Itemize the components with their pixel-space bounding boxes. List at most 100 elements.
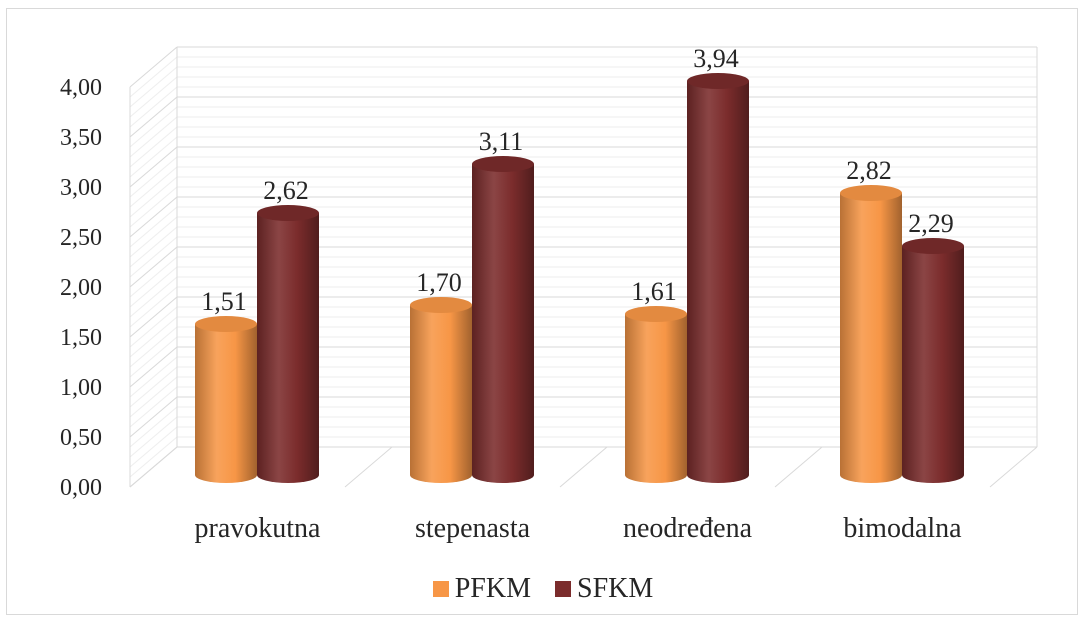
- gridline-minor-side: [129, 166, 178, 208]
- gridline-minor-side: [129, 156, 178, 198]
- gridline-minor-side: [129, 126, 178, 168]
- bar-top: [410, 297, 472, 313]
- bar-body: [902, 246, 964, 483]
- gridline-minor-side: [129, 116, 178, 158]
- legend: PFKM SFKM: [0, 573, 1086, 605]
- gridline-minor-side: [129, 316, 178, 358]
- gridline-minor-side: [129, 186, 178, 228]
- y-tick-label: 0,00: [60, 475, 102, 501]
- gridline-minor-side: [129, 76, 178, 118]
- bar-top: [257, 205, 319, 221]
- gridline-side: [129, 246, 178, 288]
- gridline-side: [129, 146, 178, 188]
- y-tick-label: 4,00: [60, 75, 102, 101]
- legend-label-sfkm: SFKM: [577, 573, 654, 604]
- y-tick-label: 2,50: [60, 225, 102, 251]
- gridline-minor-side: [129, 376, 178, 418]
- gridline-side: [129, 46, 178, 88]
- data-label: 2,82: [846, 156, 892, 185]
- data-label: 3,94: [693, 44, 739, 73]
- floor-separator: [989, 446, 1038, 488]
- bar-top: [472, 156, 534, 172]
- y-tick-label: 3,00: [60, 175, 102, 201]
- y-tick-label: 2,00: [60, 275, 102, 301]
- gridline-minor-side: [129, 66, 178, 108]
- gridline-side: [129, 396, 178, 438]
- gridline-minor-side: [129, 436, 178, 478]
- data-label: 1,61: [631, 277, 677, 306]
- y-tick-label: 3,50: [60, 125, 102, 151]
- x-axis: pravokutna stepenasta neodređena bimodalna: [195, 513, 963, 544]
- bar-body: [257, 213, 319, 483]
- bars-layer: [195, 73, 964, 483]
- gridline-minor-side: [129, 356, 178, 398]
- gridline-minor-side: [129, 286, 178, 328]
- gridline-side: [129, 96, 178, 138]
- gridline-minor-side: [129, 266, 178, 308]
- floor-separator: [129, 446, 178, 488]
- data-label: 2,29: [908, 209, 954, 238]
- x-tick-label: pravokutna: [195, 513, 322, 544]
- y-tick-label: 1,50: [60, 325, 102, 351]
- bar-pfkm-3: [840, 185, 902, 483]
- gridline-side: [129, 346, 178, 388]
- bar-top: [902, 238, 964, 254]
- gridline-minor-side: [129, 236, 178, 278]
- data-label: 3,11: [479, 127, 524, 156]
- gridline-minor-side: [129, 326, 178, 368]
- legend-item-sfkm: SFKM: [555, 573, 653, 605]
- gridline-minor-side: [129, 216, 178, 258]
- x-tick-label: neodređena: [623, 513, 753, 544]
- floor-separator: [774, 446, 823, 488]
- gridline-side: [129, 296, 178, 338]
- bar-sfkm-2: [687, 73, 749, 483]
- bar-top: [625, 306, 687, 322]
- legend-swatch-sfkm: [555, 581, 571, 597]
- gridline-minor-side: [129, 206, 178, 248]
- gridline-minor-side: [129, 176, 178, 218]
- bar-body: [625, 314, 687, 483]
- data-label: 1,51: [201, 287, 247, 316]
- gridline-minor-side: [129, 386, 178, 428]
- gridline-minor-side: [129, 366, 178, 408]
- x-tick-label: stepenasta: [415, 513, 531, 544]
- data-labels: 1,51 2,62 1,70 3,11 1,61 3,94 2,82 2,29: [201, 44, 954, 316]
- gridline-minor-side: [129, 276, 178, 318]
- bar-pfkm-2: [625, 306, 687, 483]
- legend-label-pfkm: PFKM: [454, 573, 531, 604]
- bar-top: [687, 73, 749, 89]
- gridline-minor-side: [129, 306, 178, 348]
- bar-sfkm-0: [257, 205, 319, 483]
- bar-top: [840, 185, 902, 201]
- bar-pfkm-0: [195, 316, 257, 483]
- bar-body: [687, 81, 749, 483]
- gridline-minor-side: [129, 406, 178, 448]
- floor-separator: [344, 446, 393, 488]
- gridline-minor-side: [129, 136, 178, 178]
- gridline-side: [129, 196, 178, 238]
- bar-body: [840, 193, 902, 483]
- floor-separator: [559, 446, 608, 488]
- legend-item-pfkm: PFKM: [432, 573, 531, 605]
- data-label: 1,70: [416, 268, 462, 297]
- gridline-minor-side: [129, 226, 178, 268]
- data-label: 2,62: [263, 176, 309, 205]
- bar-body: [472, 164, 534, 483]
- gridline-minor-side: [129, 106, 178, 148]
- bar-pfkm-1: [410, 297, 472, 483]
- bar-top: [195, 316, 257, 332]
- bar-sfkm-1: [472, 156, 534, 483]
- x-tick-label: bimodalna: [843, 513, 962, 544]
- y-tick-label: 0,50: [60, 425, 102, 451]
- bar-sfkm-3: [902, 238, 964, 483]
- gridline-minor-side: [129, 256, 178, 298]
- gridline-minor-side: [129, 336, 178, 378]
- bar-body: [410, 305, 472, 483]
- gridline-minor-side: [129, 416, 178, 458]
- bar-body: [195, 324, 257, 483]
- gridline-minor-side: [129, 86, 178, 128]
- y-tick-label: 1,00: [60, 375, 102, 401]
- y-axis: 0,00 0,50 1,00 1,50 2,00 2,50 3,00 3,50 4,00: [60, 75, 102, 501]
- legend-swatch-pfkm: [432, 581, 449, 597]
